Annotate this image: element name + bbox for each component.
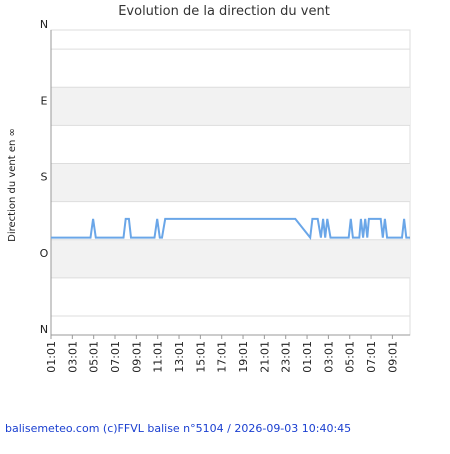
y-axis-title: Direction du vent en ∞ bbox=[7, 128, 18, 242]
x-tick-label: 17:01 bbox=[216, 341, 229, 373]
x-tick-label: 05:01 bbox=[344, 341, 357, 373]
y-tick-label: S bbox=[41, 171, 48, 184]
x-tick-label: 13:01 bbox=[173, 341, 186, 373]
x-tick-label: 21:01 bbox=[258, 341, 271, 373]
x-tick-label: 03:01 bbox=[322, 341, 335, 373]
x-tick-label: 11:01 bbox=[152, 341, 165, 373]
footer: balisemeteo.com (c)FFVL balise n°5104 / … bbox=[5, 422, 351, 435]
x-tick-label: 19:01 bbox=[237, 341, 250, 373]
x-tick-label: 01:01 bbox=[45, 341, 58, 373]
chart-title: Evolution de la direction du vent bbox=[118, 4, 330, 19]
x-tick-label: 07:01 bbox=[109, 341, 122, 373]
x-tick-label: 07:01 bbox=[365, 341, 378, 373]
x-tick-label: 03:01 bbox=[66, 341, 79, 373]
y-tick-label: N bbox=[40, 323, 48, 336]
x-tick-label: 01:01 bbox=[301, 341, 314, 373]
x-tick-label: 23:01 bbox=[280, 341, 293, 373]
data-line bbox=[51, 217, 410, 241]
x-tick-label: 05:01 bbox=[88, 341, 101, 373]
x-tick-label: 09:01 bbox=[130, 341, 143, 373]
x-tick-label: 09:01 bbox=[386, 341, 399, 373]
grid-band bbox=[51, 239, 410, 278]
grid-band bbox=[51, 163, 410, 202]
x-tick-label: 15:01 bbox=[194, 341, 207, 373]
y-tick-label: N bbox=[40, 18, 48, 31]
y-tick-label: O bbox=[40, 247, 49, 260]
y-tick-label: E bbox=[41, 94, 48, 107]
grid-band bbox=[51, 87, 410, 126]
